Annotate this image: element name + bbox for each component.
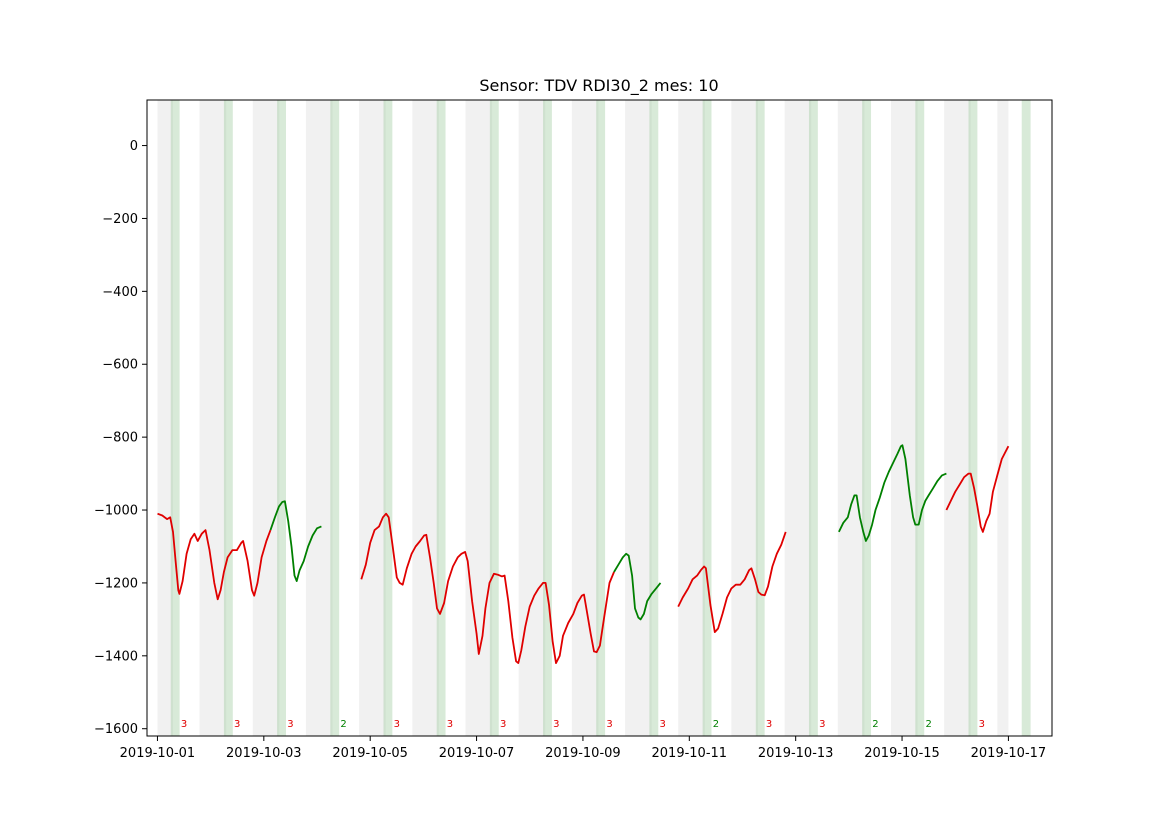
series-lines xyxy=(157,444,1010,664)
shaded-band-green xyxy=(596,100,606,736)
y-tick-label: −1000 xyxy=(94,504,138,519)
shaded-band-grey xyxy=(944,100,971,736)
shaded-band-green xyxy=(436,100,446,736)
day-label: 2 xyxy=(713,719,719,730)
x-tick-label: 2019-10-09 xyxy=(545,746,621,761)
shaded-band-grey xyxy=(359,100,386,736)
shaded-band-grey xyxy=(571,100,599,736)
x-tick-label: 2019-10-11 xyxy=(652,746,728,761)
day-label: 2 xyxy=(872,719,878,730)
shaded-band-grey xyxy=(890,100,918,736)
series-line-segment xyxy=(613,552,662,621)
series-line-segment xyxy=(677,531,787,633)
series-line-segment xyxy=(945,445,1010,533)
shaded-band-grey xyxy=(837,100,865,736)
shaded-band-grey xyxy=(252,100,280,736)
shaded-band-grey xyxy=(731,100,759,736)
day-label: 2 xyxy=(925,719,931,730)
y-tick-label: −200 xyxy=(102,212,138,227)
x-tick-label: 2019-10-03 xyxy=(226,746,302,761)
shaded-band-green xyxy=(1021,100,1031,736)
x-tick-label: 2019-10-07 xyxy=(439,746,515,761)
day-label: 3 xyxy=(234,719,240,730)
shaded-band-green xyxy=(277,100,286,736)
shaded-band-green xyxy=(383,100,393,736)
day-label: 3 xyxy=(394,719,400,730)
shaded-band-green xyxy=(915,100,925,736)
shaded-bands xyxy=(157,100,1031,736)
day-label: 3 xyxy=(660,719,666,730)
y-tick-label: 0 xyxy=(130,139,138,154)
series-line-segment xyxy=(157,512,272,601)
series-line-segment xyxy=(269,500,322,582)
series-line-segment xyxy=(838,444,947,542)
y-tick-label: −1400 xyxy=(94,649,138,664)
y-tick-label: −600 xyxy=(102,358,138,373)
day-label: 3 xyxy=(287,719,293,730)
shaded-band-grey xyxy=(465,100,493,736)
shaded-band-green xyxy=(862,100,872,736)
plot-frame xyxy=(146,99,1053,737)
x-tick-label: 2019-10-17 xyxy=(971,746,1047,761)
shaded-band-green xyxy=(489,100,499,736)
day-labels: 3 3 3 2 3 3 3 3 3 3 2 3 3 2 2 3 xyxy=(181,719,985,730)
y-tick-label: −400 xyxy=(102,285,138,300)
day-label: 3 xyxy=(766,719,772,730)
day-label: 3 xyxy=(606,719,612,730)
x-tick-label: 2019-10-05 xyxy=(332,746,408,761)
x-tick-label: 2019-10-15 xyxy=(864,746,940,761)
y-tick-label: −1600 xyxy=(94,722,138,737)
x-axis: 2019-10-01 2019-10-03 2019-10-05 2019-10-07… xyxy=(120,736,1047,761)
shaded-band-grey xyxy=(157,100,173,736)
day-label: 3 xyxy=(979,719,985,730)
shaded-band-green xyxy=(223,100,233,736)
shaded-band-grey xyxy=(678,100,705,736)
shaded-band-green xyxy=(330,100,340,736)
shaded-band-grey xyxy=(199,100,227,736)
day-label: 2 xyxy=(340,719,346,730)
x-tick-label: 2019-10-01 xyxy=(120,746,196,761)
shaded-band-green xyxy=(808,100,818,736)
y-axis: 0 −200 −400 −600 −800 −1000 −1200 −1400 −1600 xyxy=(94,139,147,737)
shaded-band-green xyxy=(702,100,712,736)
day-label: 3 xyxy=(500,719,506,730)
y-tick-label: −1200 xyxy=(94,576,138,591)
shaded-band-grey xyxy=(625,100,652,736)
shaded-band-green xyxy=(649,100,659,736)
shaded-band-grey xyxy=(412,100,439,736)
day-label: 3 xyxy=(447,719,453,730)
shaded-band-grey xyxy=(784,100,812,736)
shaded-band-green xyxy=(968,100,978,736)
day-label: 3 xyxy=(819,719,825,730)
chart-title: Sensor: TDV RDI30_2 mes: 10 xyxy=(479,76,718,96)
shaded-band-green xyxy=(543,100,552,736)
series-line-segment xyxy=(360,512,615,664)
shaded-band-grey xyxy=(518,100,546,736)
day-label: 3 xyxy=(553,719,559,730)
shaded-band-green xyxy=(755,100,765,736)
day-label: 3 xyxy=(181,719,187,730)
shaded-band-green xyxy=(170,100,180,736)
shaded-band-grey xyxy=(305,100,333,736)
y-tick-label: −800 xyxy=(102,431,138,446)
shaded-band-grey xyxy=(997,100,1009,736)
x-tick-label: 2019-10-13 xyxy=(758,746,834,761)
